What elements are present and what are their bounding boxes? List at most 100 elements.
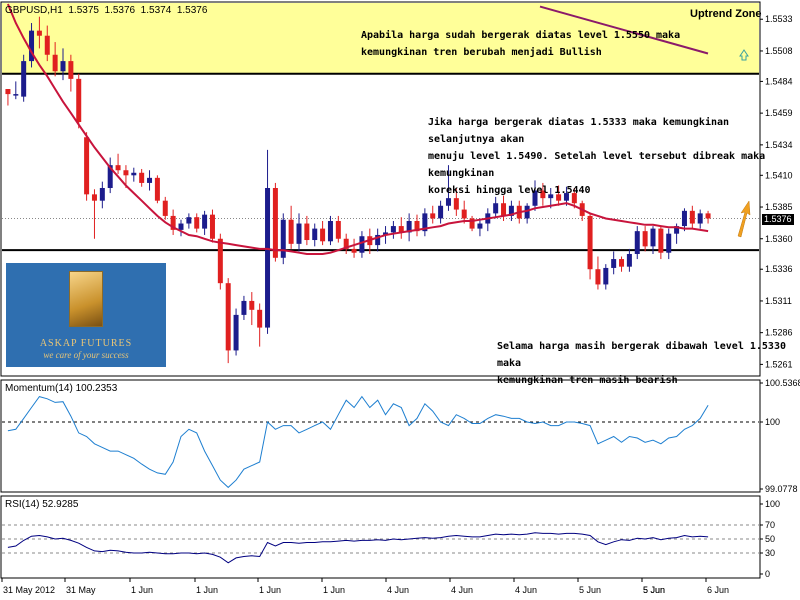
- candle-body: [68, 61, 74, 79]
- candle-body: [312, 228, 318, 241]
- candle-body: [445, 198, 451, 206]
- candle-body: [650, 228, 656, 247]
- askap-futures-logo: ASKAP FUTURES we care of your success: [6, 263, 166, 367]
- rsi-tick-label: 0: [765, 569, 770, 579]
- time-tick-label: 1 Jun: [131, 585, 153, 595]
- candle-body: [147, 177, 153, 183]
- price-tick-label: 1.5508: [765, 46, 793, 56]
- price-tick-label: 1.5336: [765, 264, 793, 274]
- candle-body: [52, 54, 58, 72]
- middle-note-line: Jika harga bergerak diatas 1.5333 maka k…: [428, 117, 730, 145]
- candle-body: [99, 188, 105, 201]
- candle-body: [265, 188, 271, 328]
- candle-body: [91, 194, 97, 201]
- candle-body: [689, 210, 695, 224]
- candle-body: [162, 200, 168, 216]
- candle-body: [335, 220, 341, 239]
- rsi-tick-label: 70: [765, 520, 775, 530]
- candle-body: [288, 219, 294, 244]
- candle-body: [674, 226, 680, 234]
- price-tick-label: 1.5434: [765, 140, 793, 150]
- symbol-label: GBPUSD,H1 1.5375 1.5376 1.5374 1.5376: [5, 5, 207, 16]
- candle-body: [272, 188, 278, 258]
- candle-body: [115, 165, 121, 171]
- momentum-tick-label: 100: [765, 417, 780, 427]
- candle-body: [619, 259, 625, 267]
- main-panel-frame: [0, 1, 761, 377]
- orange-up-arrow-icon: [737, 200, 751, 238]
- ohlc-high: 1.5376: [104, 5, 136, 16]
- candle-body: [532, 190, 538, 206]
- up-arrow-icon: [739, 49, 749, 61]
- candle-body: [36, 30, 42, 36]
- candle-body: [477, 223, 483, 229]
- candle-body: [29, 30, 35, 62]
- momentum-panel-frame: [0, 379, 761, 493]
- uptrend-zone-label: Uptrend Zone: [690, 8, 762, 20]
- ohlc-open: 1.5375: [68, 5, 99, 16]
- time-tick-label: 4 Jun: [515, 585, 537, 595]
- candle-body: [453, 198, 459, 210]
- price-tick-label: 1.5311: [765, 296, 792, 306]
- time-tick-label: 1 Jun: [323, 585, 345, 595]
- candle-body: [697, 213, 703, 224]
- uptrend-zone-area: [2, 3, 759, 74]
- candle-body: [241, 300, 247, 315]
- candle-body: [44, 35, 50, 55]
- candle-body: [131, 172, 137, 176]
- candle-body: [194, 217, 200, 229]
- price-tick-label: 1.5261: [765, 359, 793, 369]
- candle-body: [508, 205, 514, 216]
- momentum-tick-label: 99.0778: [765, 484, 798, 494]
- time-tick-label: 4 Jun: [387, 585, 409, 595]
- moving-average-line: [6, 3, 709, 255]
- candle-body: [634, 231, 640, 254]
- candle-body: [351, 248, 357, 253]
- candle-body: [359, 236, 365, 253]
- candle-body: [257, 309, 263, 328]
- price-tick-label: 1.5360: [765, 234, 793, 244]
- candle-body: [21, 61, 27, 97]
- rsi-line: [7, 532, 709, 564]
- candle-body: [280, 219, 286, 258]
- candle-body: [225, 283, 231, 351]
- candle-body: [123, 170, 129, 176]
- current-price-tag: 1.5376: [762, 214, 794, 225]
- candle-body: [658, 228, 664, 253]
- candle-body: [5, 89, 11, 95]
- price-tick-label: 1.5533: [765, 14, 793, 24]
- rsi-tick-label: 30: [765, 548, 775, 558]
- candle-body: [430, 213, 436, 219]
- symbol-name: GBPUSD,H1: [5, 5, 63, 16]
- time-tick-label: 5 Jun: [579, 585, 601, 595]
- candle-body: [422, 213, 428, 232]
- bullish-note-line: Apabila harga sudah bergerak diatas leve…: [361, 30, 681, 41]
- price-tick-label: 1.5385: [765, 202, 793, 212]
- momentum-tick-label: 100.5368: [765, 378, 800, 388]
- candle-body: [524, 205, 530, 219]
- time-tick-label: 5 Jun: [643, 585, 665, 595]
- rsi-tick-label: 50: [765, 534, 775, 544]
- candle-body: [438, 205, 444, 219]
- candle-body: [233, 314, 239, 351]
- candle-body: [587, 215, 593, 270]
- candle-body: [186, 217, 192, 224]
- bearish-note-line: kemungkinan tren masih bearish: [497, 375, 678, 386]
- candle-body: [501, 203, 507, 216]
- time-tick-label: 4 Jun: [451, 585, 473, 595]
- candle-body: [414, 220, 420, 232]
- candle-body: [540, 190, 546, 199]
- candle-body: [139, 172, 145, 183]
- rsi-panel-frame: [0, 495, 761, 579]
- candle-body: [398, 226, 404, 233]
- candle-body: [626, 253, 632, 267]
- middle-note-line: koreksi hingga level 1.5440: [428, 185, 591, 196]
- candle-body: [13, 94, 19, 96]
- time-tick-label: 6 Jun: [707, 585, 729, 595]
- candle-body: [343, 238, 349, 249]
- candle-body: [327, 220, 333, 242]
- price-tick-label: 1.5484: [765, 76, 793, 86]
- bearish-note: Selama harga masih bergerak dibawah leve…: [497, 338, 800, 389]
- candle-body: [383, 232, 389, 235]
- time-tick-label: 1 Jun: [196, 585, 218, 595]
